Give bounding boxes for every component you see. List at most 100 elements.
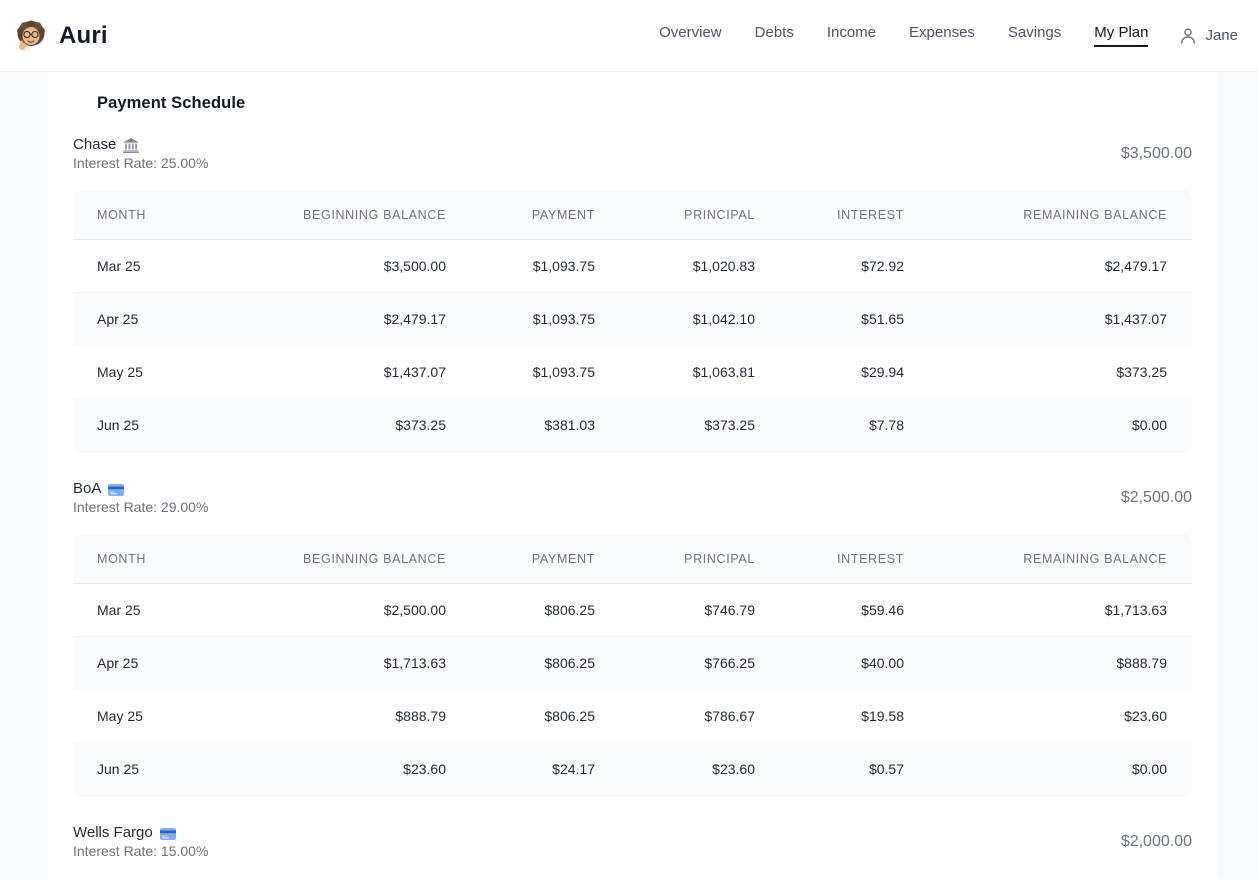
col-header: Month (73, 190, 253, 240)
col-header: Principal (619, 190, 779, 240)
amount-cell: $806.25 (470, 584, 619, 637)
amount-cell: $746.79 (619, 584, 779, 637)
amount-cell: $40.00 (779, 637, 928, 690)
section-head: Chase (73, 136, 1192, 171)
interest-rate: Interest Rate: 29.00% (73, 499, 209, 515)
month-cell: Jun 25 (73, 399, 253, 452)
amount-cell: $3,500.00 (253, 240, 470, 293)
month-cell: May 25 (73, 690, 253, 743)
col-header: Payment (470, 534, 619, 584)
amount-cell: $51.65 (779, 293, 928, 346)
nav-debts[interactable]: Debts (754, 24, 794, 41)
bank-icon (123, 138, 140, 153)
month-cell: Mar 25 (73, 240, 253, 293)
amount-cell: $1,042.10 (619, 293, 779, 346)
col-header: Beginning Balance (253, 534, 470, 584)
debt-name: Chase (73, 136, 117, 153)
month-cell: May 25 (73, 346, 253, 399)
debt-name: Wells Fargo (73, 824, 153, 841)
month-cell: Apr 25 (73, 637, 253, 690)
table-header-row: Month Beginning Balance Payment Principal In… (73, 190, 1192, 240)
payment-schedule-table: Month Beginning Balance Payment Principal In… (73, 190, 1192, 452)
debt-section: Chase (73, 136, 1192, 452)
amount-cell: $1,437.07 (253, 346, 470, 399)
amount-cell: $766.25 (619, 637, 779, 690)
amount-cell: $373.25 (928, 346, 1192, 399)
nav-links: Overview Debts Income Expenses Savings My Pla… (659, 24, 1149, 47)
nav-my-plan[interactable]: My Plan (1094, 24, 1149, 47)
app-header: Auri Overview Debts Income Expenses Savings M… (0, 0, 1258, 72)
col-header: Beginning Balance (253, 190, 470, 240)
amount-cell: $24.17 (470, 743, 619, 796)
payment-schedule-table: Month Beginning Balance Payment Principal In… (73, 534, 1192, 796)
amount-cell: $1,713.63 (928, 584, 1192, 637)
amount-cell: $23.60 (253, 743, 470, 796)
section-head: Wells Fargo Interest Rate: 15.00% $2,000… (73, 824, 1192, 859)
month-cell: Jun 25 (73, 743, 253, 796)
debt-amount: $3,500.00 (1120, 144, 1192, 162)
amount-cell: $1,063.81 (619, 346, 779, 399)
debt-name: BoA (73, 480, 102, 497)
table-row: Jun 25 $373.25 $381.03 $373.25 $7.78 $0.00 (73, 399, 1192, 452)
main-nav: Overview Debts Income Expenses Savings My Pla… (659, 24, 1238, 47)
debt-amount: $2,000.00 (1120, 832, 1192, 850)
section-head: BoA Interest Rate: 29.00% $2,500.00 (73, 480, 1192, 515)
table-row: Mar 25 $3,500.00 $1,093.75 $1,020.83 $72.92 $… (73, 240, 1192, 293)
page-title: Payment Schedule (97, 94, 246, 112)
col-header: Remaining Balance (928, 190, 1192, 240)
nav-savings[interactable]: Savings (1007, 24, 1062, 41)
amount-cell: $19.58 (779, 690, 928, 743)
user-menu[interactable]: Jane (1178, 26, 1238, 46)
amount-cell: $1,437.07 (928, 293, 1192, 346)
col-header: Payment (470, 190, 619, 240)
amount-cell: $888.79 (253, 690, 470, 743)
table-row: Mar 25 $2,500.00 $806.25 $746.79 $59.46 $1,71… (73, 584, 1192, 637)
credit-card-icon (159, 827, 176, 840)
logo-avatar-icon (14, 19, 48, 53)
credit-card-icon (108, 483, 125, 496)
nav-overview[interactable]: Overview (659, 24, 722, 41)
amount-cell: $23.60 (619, 743, 779, 796)
col-header: Interest (779, 534, 928, 584)
interest-rate: Interest Rate: 25.00% (73, 155, 209, 171)
interest-rate: Interest Rate: 15.00% (73, 843, 209, 859)
amount-cell: $23.60 (928, 690, 1192, 743)
amount-cell: $2,479.17 (928, 240, 1192, 293)
amount-cell: $888.79 (928, 637, 1192, 690)
table-row: May 25 $888.79 $806.25 $786.67 $19.58 $23.60 (73, 690, 1192, 743)
debt-sections: Chase (73, 136, 1192, 859)
amount-cell: $0.00 (928, 743, 1192, 796)
user-name: Jane (1205, 27, 1238, 44)
brand: Auri (14, 19, 108, 53)
amount-cell: $7.78 (779, 399, 928, 452)
debt-amount: $2,500.00 (1120, 488, 1192, 506)
table-header-row: Month Beginning Balance Payment Principal In… (73, 534, 1192, 584)
col-header: Remaining Balance (928, 534, 1192, 584)
amount-cell: $0.57 (779, 743, 928, 796)
amount-cell: $1,713.63 (253, 637, 470, 690)
amount-cell: $59.46 (779, 584, 928, 637)
amount-cell: $373.25 (253, 399, 470, 452)
col-header: Principal (619, 534, 779, 584)
amount-cell: $806.25 (470, 690, 619, 743)
table-row: Jun 25 $23.60 $24.17 $23.60 $0.57 $0.00 (73, 743, 1192, 796)
amount-cell: $29.94 (779, 346, 928, 399)
amount-cell: $0.00 (928, 399, 1192, 452)
nav-expenses[interactable]: Expenses (909, 24, 975, 41)
payment-schedule-page: Payment Schedule Chase (48, 72, 1217, 879)
month-cell: Mar 25 (73, 584, 253, 637)
col-header: Interest (779, 190, 928, 240)
amount-cell: $72.92 (779, 240, 928, 293)
amount-cell: $1,093.75 (470, 346, 619, 399)
amount-cell: $1,093.75 (470, 240, 619, 293)
table-row: May 25 $1,437.07 $1,093.75 $1,063.81 $29.94 $… (73, 346, 1192, 399)
debt-section: Wells Fargo Interest Rate: 15.00% $2,000… (73, 824, 1192, 859)
amount-cell: $786.67 (619, 690, 779, 743)
amount-cell: $1,093.75 (470, 293, 619, 346)
month-cell: Apr 25 (73, 293, 253, 346)
amount-cell: $806.25 (470, 637, 619, 690)
amount-cell: $2,479.17 (253, 293, 470, 346)
nav-income[interactable]: Income (826, 24, 877, 41)
user-icon (1178, 26, 1198, 46)
debt-section: BoA Interest Rate: 29.00% $2,500.00 (73, 480, 1192, 796)
